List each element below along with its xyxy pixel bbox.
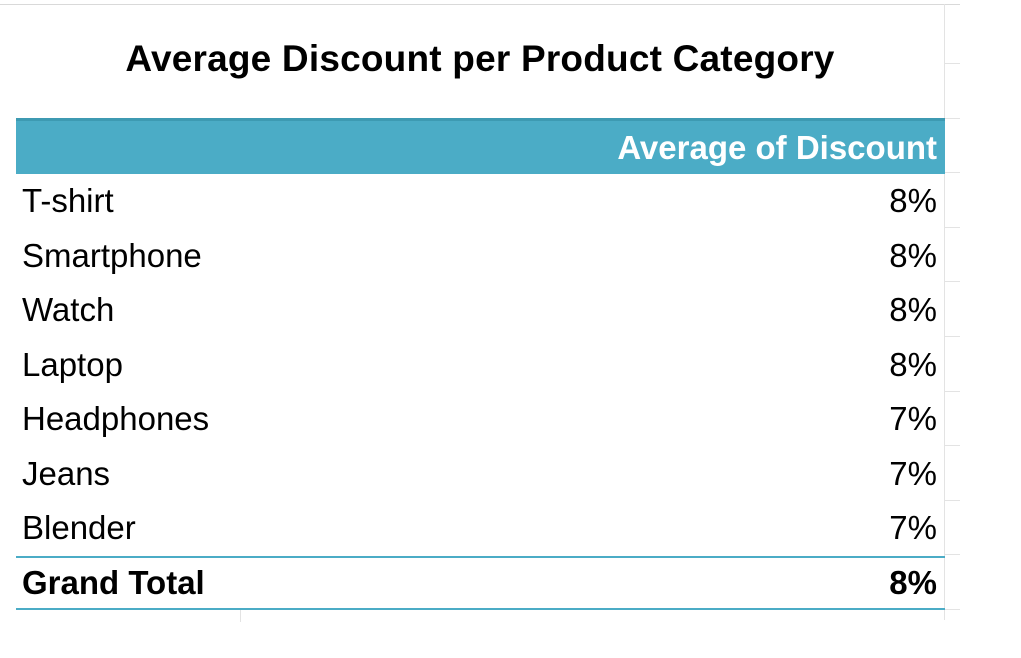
table-row[interactable]: Watch 8% [16, 283, 945, 338]
row-category: Laptop [22, 345, 123, 383]
header-average-of-discount: Average of Discount [617, 128, 937, 166]
gridline-row [944, 226, 960, 228]
table-row[interactable]: Smartphone 8% [16, 229, 945, 284]
table-row[interactable]: T-shirt 8% [16, 174, 945, 229]
gridline-row [944, 609, 960, 610]
table-row[interactable]: Blender 7% [16, 501, 945, 556]
table-row[interactable]: Headphones 7% [16, 392, 945, 447]
row-category: Headphones [22, 400, 210, 438]
grand-total-row[interactable]: Grand Total 8% [16, 555, 945, 610]
row-value: 8% [889, 291, 937, 329]
gridline-row [944, 281, 960, 283]
gridline-top [0, 4, 960, 5]
row-value: 7% [889, 400, 937, 438]
pivot-table: Average of Discount T-shirt 8% Smartphone 8… [16, 118, 945, 610]
gridline-row [944, 445, 960, 447]
gridline-row [944, 390, 960, 392]
gridline-bottom [240, 608, 241, 622]
grand-total-value: 8% [889, 563, 937, 601]
table-row[interactable]: Jeans 7% [16, 447, 945, 502]
gridline-row [944, 499, 960, 501]
row-value: 8% [889, 345, 937, 383]
gridline-row [944, 117, 960, 119]
table-title: Average Discount per Product Category [125, 38, 835, 79]
row-value: 7% [889, 454, 937, 492]
table-row[interactable]: Laptop 8% [16, 338, 945, 393]
row-category: T-shirt [22, 182, 114, 220]
gridline-row [944, 336, 960, 337]
row-category: Jeans [22, 454, 111, 492]
grand-total-label: Grand Total [22, 563, 205, 601]
gridline-column-edge [944, 4, 945, 620]
row-value: 8% [889, 182, 937, 220]
gridline-row [944, 554, 960, 556]
gridline-row [944, 172, 960, 174]
row-category: Blender [22, 509, 136, 547]
table-header-row: Average of Discount [16, 118, 945, 174]
row-value: 7% [889, 509, 937, 547]
row-value: 8% [889, 236, 937, 274]
row-category: Watch [22, 291, 115, 329]
row-category: Smartphone [22, 236, 202, 274]
gridline-row [944, 63, 960, 64]
table-body: T-shirt 8% Smartphone 8% Watch 8% Laptop 8% Head… [16, 174, 945, 556]
